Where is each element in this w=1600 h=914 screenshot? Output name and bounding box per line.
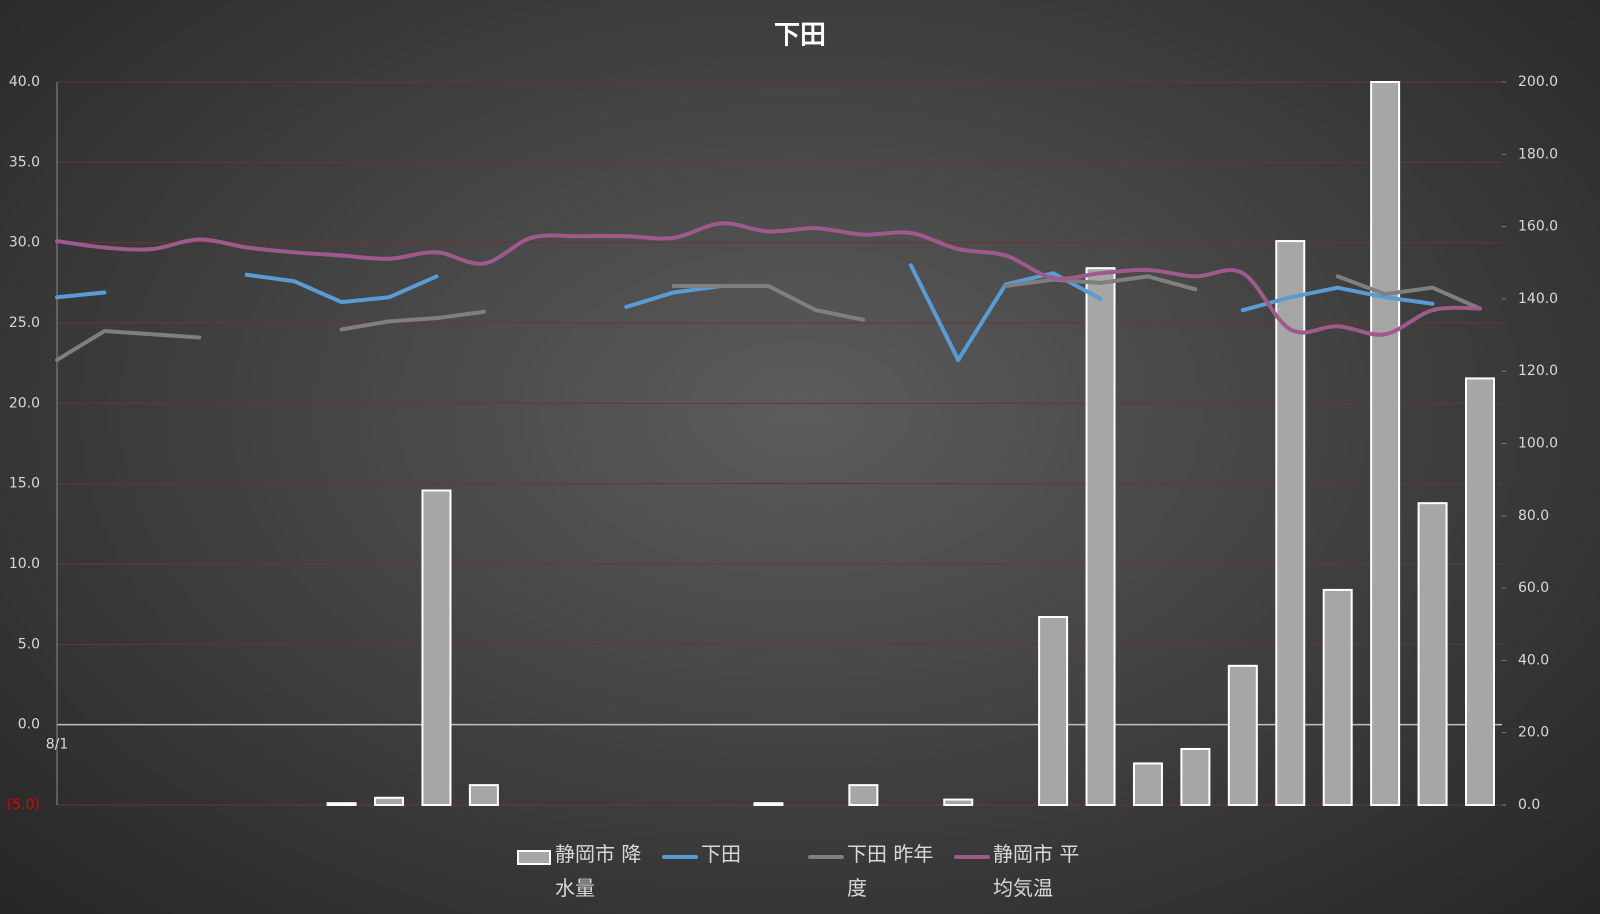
bar: [326, 802, 357, 807]
y-tick-label: 40.0: [9, 74, 40, 90]
legend-label: 静岡市 平均気温: [993, 842, 1080, 900]
bar: [1085, 267, 1116, 806]
line: [55, 329, 202, 362]
bar: [468, 784, 499, 806]
line: [244, 272, 439, 305]
x-tick-label: 8/1: [46, 737, 69, 753]
bar: [1132, 762, 1163, 806]
line: [1335, 274, 1482, 311]
line: [624, 284, 771, 309]
y2-tick-label: 180.0: [1518, 146, 1558, 162]
bar: [848, 784, 879, 806]
legend-label: 下田 昨年度: [847, 842, 934, 900]
legend-swatch: [808, 855, 844, 859]
y2-tick-label: 160.0: [1518, 219, 1558, 235]
legend-item: 静岡市 平均気温: [953, 842, 1085, 905]
bar: [1322, 588, 1353, 806]
y-tick-label: 5.0: [18, 636, 40, 652]
y-tick-label: 15.0: [9, 476, 40, 492]
line: [1003, 274, 1198, 292]
y2-tick-label: 20.0: [1518, 725, 1549, 741]
line: [671, 284, 866, 322]
bar: [753, 802, 784, 807]
bar: [1370, 81, 1401, 806]
grid: [57, 81, 1502, 806]
y2-tick-label: 120.0: [1518, 363, 1558, 379]
legend-label: 下田: [701, 842, 741, 866]
legend-item: 静岡市 降水量: [515, 842, 647, 905]
legend-swatch: [954, 855, 990, 859]
y2-tick-label: 60.0: [1518, 580, 1549, 596]
y-tick-label: (5.0): [7, 797, 40, 813]
y-tick-label: 25.0: [9, 315, 40, 331]
legend-swatch: [662, 855, 698, 859]
bar: [1275, 240, 1306, 806]
bar: [1417, 502, 1448, 806]
line: [55, 221, 1482, 337]
line: [339, 309, 486, 332]
y2-tick-label: 80.0: [1518, 508, 1549, 524]
chart-title: 下田: [774, 21, 826, 51]
legend-swatch: [517, 850, 551, 865]
legend-label: 静岡市 降水量: [555, 842, 642, 900]
line: [55, 290, 107, 300]
bar: [1227, 664, 1258, 807]
bar: [1038, 616, 1069, 807]
legend-item: 下田: [661, 842, 793, 905]
y2-tick-label: 200.0: [1518, 74, 1558, 90]
y-tick-label: 35.0: [9, 154, 40, 170]
bar: [1180, 747, 1211, 807]
line: [1240, 285, 1435, 313]
bar: [374, 796, 405, 807]
y2-tick-label: 100.0: [1518, 436, 1558, 452]
y2-tick-label: 140.0: [1518, 291, 1558, 307]
y-tick-label: 30.0: [9, 235, 40, 251]
y2-tick-label: 40.0: [1518, 652, 1549, 668]
y2-tick-label: 0.0: [1518, 797, 1540, 813]
legend: 静岡市 降水量 下田 下田 昨年度 静岡市 平均気温: [0, 842, 1600, 905]
y-tick-label: 20.0: [9, 395, 40, 411]
bar: [943, 798, 974, 807]
bar: [1465, 377, 1495, 806]
y-tick-label: 0.0: [18, 717, 40, 733]
y-tick-label: 10.0: [9, 556, 40, 572]
bar: [421, 489, 452, 806]
legend-item: 下田 昨年度: [807, 842, 939, 905]
legend-swatch-rect: [517, 850, 551, 865]
